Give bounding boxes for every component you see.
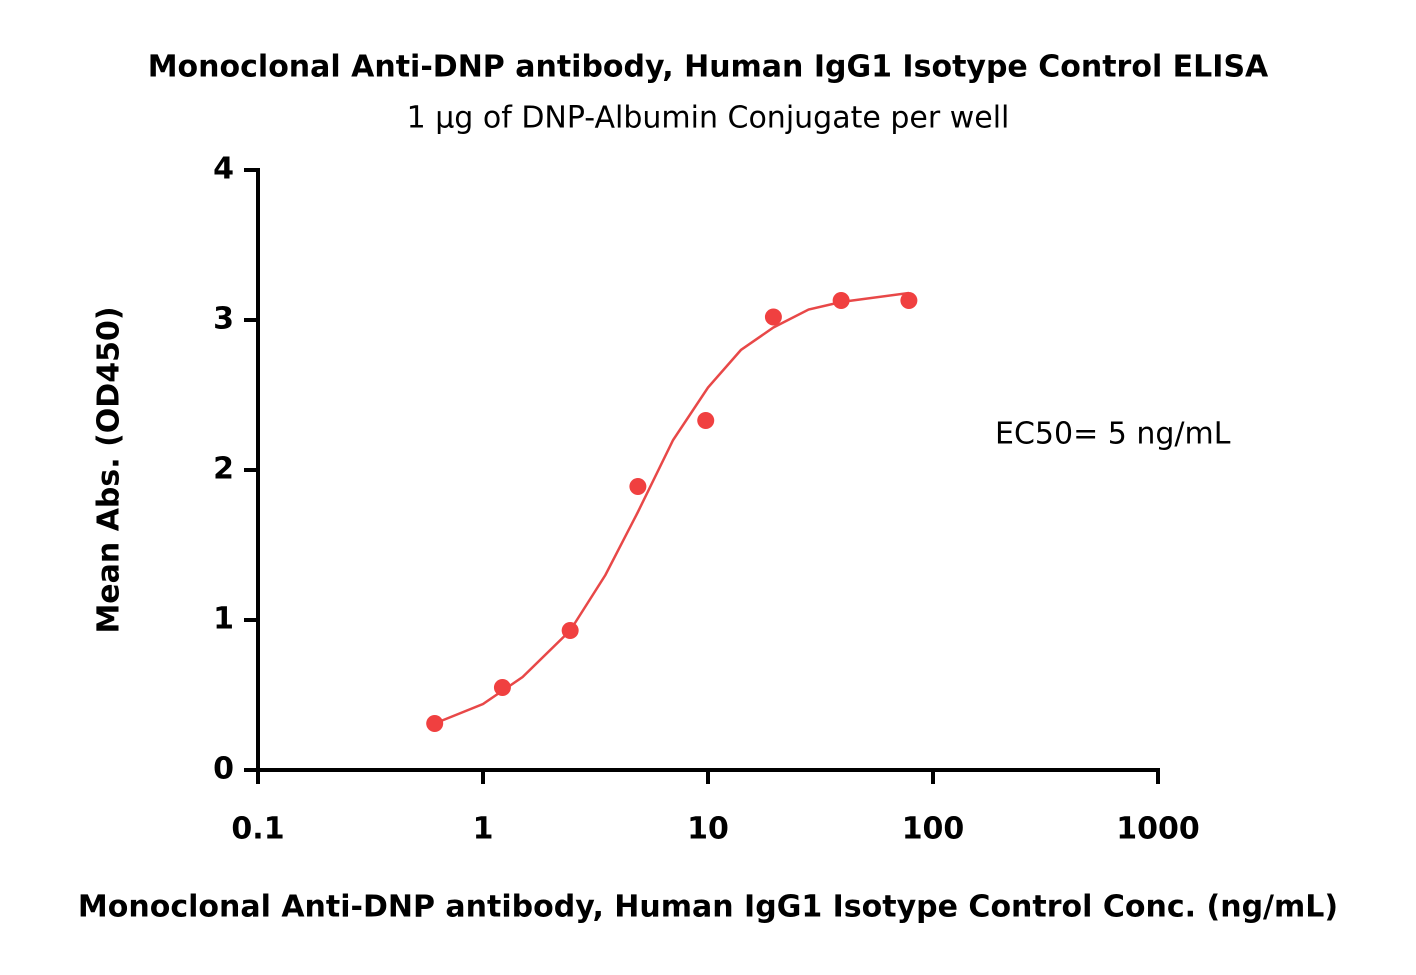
data-point	[561, 622, 579, 639]
data-point	[426, 715, 444, 732]
x-axis-label: Monoclonal Anti-DNP antibody, Human IgG1…	[78, 890, 1338, 925]
x-tick-label: 100	[902, 812, 965, 847]
y-axis-label: Mean Abs. (OD450)	[92, 306, 127, 633]
y-tick-label: 3	[213, 302, 234, 337]
chart-title: Monoclonal Anti-DNP antibody, Human IgG1…	[148, 50, 1269, 85]
y-tick-label: 2	[213, 452, 234, 487]
y-tick-label: 0	[213, 752, 234, 787]
chart-subtitle: 1 µg of DNP-Albumin Conjugate per well	[407, 101, 1010, 136]
data-point	[629, 478, 647, 495]
data-point	[493, 679, 511, 696]
fit-curve	[434, 291, 910, 725]
data-point	[900, 292, 918, 309]
y-tick-label: 1	[213, 602, 234, 637]
y-tick-label: 4	[213, 152, 234, 187]
data-point	[764, 308, 782, 326]
x-tick-label: 10	[687, 812, 729, 847]
data-point	[697, 412, 715, 429]
x-tick-label: 1	[473, 812, 494, 847]
data-point	[832, 292, 850, 309]
x-tick-label: 1000	[1116, 812, 1200, 847]
annotation: EC50= 5 ng/mL	[995, 417, 1231, 452]
x-tick-label: 0.1	[231, 812, 284, 847]
